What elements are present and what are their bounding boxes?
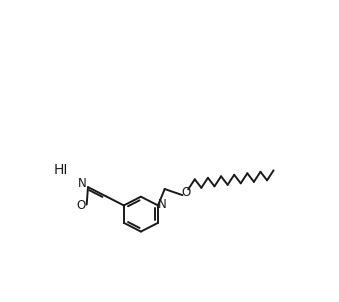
Text: O: O [181, 186, 191, 199]
Text: HI: HI [54, 163, 68, 177]
Text: O: O [76, 199, 85, 212]
Text: N: N [78, 177, 87, 190]
Text: N: N [158, 198, 167, 211]
